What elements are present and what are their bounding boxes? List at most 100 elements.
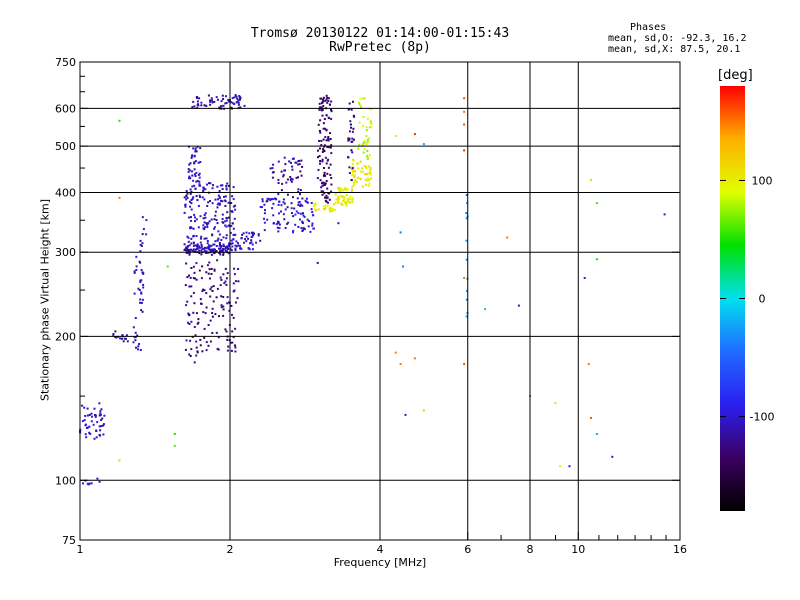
cluster-5-point	[195, 354, 198, 357]
cluster-9-point	[199, 147, 202, 150]
cluster-12-point	[292, 215, 295, 218]
cluster-5-point	[189, 339, 192, 342]
cluster-12-point	[302, 227, 305, 230]
cluster-16-point	[337, 187, 340, 190]
scatter-point	[517, 304, 520, 307]
scatter-point	[463, 363, 466, 366]
cluster-10-point	[220, 100, 223, 103]
cluster-14-point	[319, 119, 322, 122]
cluster-17-point	[361, 185, 364, 188]
cluster-6-point	[216, 287, 219, 290]
cluster-8-point	[211, 234, 214, 237]
cluster-12-point	[306, 218, 309, 221]
cluster-6-point	[211, 332, 214, 334]
cluster-6-point	[203, 289, 206, 292]
cluster-8-point	[195, 235, 198, 237]
cluster-5-point	[191, 335, 194, 338]
cluster-19-point	[348, 102, 351, 105]
cluster-19-point	[352, 100, 354, 103]
cluster-12-point	[263, 221, 266, 224]
scatter-point	[554, 402, 557, 405]
cluster-14-point	[329, 173, 332, 176]
cluster-12-point	[297, 204, 300, 206]
cluster-10-point	[225, 101, 228, 104]
cluster-12-point	[271, 207, 274, 210]
cluster-3-point	[142, 272, 145, 275]
cluster-0-point	[101, 417, 104, 420]
cluster-8-point	[212, 184, 214, 187]
cluster-8-point	[205, 237, 208, 240]
phase-stats-x: mean, sd,X: 87.5, 20.1	[608, 44, 741, 55]
cluster-11-point	[251, 231, 253, 234]
scatter-point	[484, 308, 487, 311]
cluster-1-point	[82, 482, 84, 485]
cluster-9-point	[196, 145, 199, 148]
cluster-6-point	[222, 308, 225, 311]
cluster-18-point	[363, 148, 366, 151]
cluster-17-point	[359, 160, 362, 163]
cluster-8-point	[230, 202, 233, 205]
cluster-8-point	[211, 187, 214, 190]
cluster-14-point	[320, 97, 323, 100]
cluster-12-point	[290, 212, 293, 214]
cluster-12-point	[263, 217, 265, 220]
cluster-14-point	[322, 105, 325, 108]
cluster-11-point	[245, 235, 248, 238]
cluster-16-point	[346, 200, 349, 202]
cluster-8-point	[217, 198, 220, 201]
cluster-12-point	[311, 211, 314, 214]
cluster-7-point	[225, 245, 228, 248]
cluster-14-point	[330, 144, 333, 147]
cluster-1-point	[96, 477, 99, 480]
phases-heading: Phases	[630, 22, 667, 33]
cluster-10-point	[230, 106, 233, 109]
cluster-8-point	[199, 241, 202, 244]
cluster-8-point	[226, 182, 229, 185]
cluster-20-point	[465, 258, 468, 261]
cluster-19-point	[350, 126, 352, 129]
cluster-8-point	[200, 243, 203, 246]
cluster-6-point	[232, 282, 235, 285]
cluster-2-point	[112, 333, 115, 335]
cluster-19-point	[347, 137, 350, 140]
cluster-7-point	[187, 250, 190, 253]
x-tick-label: 8	[527, 543, 534, 556]
cluster-18-point	[362, 115, 365, 118]
cluster-7-point	[193, 250, 196, 253]
cluster-15-point	[324, 207, 327, 210]
cluster-8-point	[196, 243, 199, 246]
cluster-8-point	[192, 196, 195, 199]
cluster-14-point	[325, 139, 328, 142]
cluster-18-point	[358, 103, 361, 106]
cluster-11-point	[249, 242, 252, 245]
cluster-10-point	[207, 94, 210, 97]
cluster-14-point	[327, 136, 330, 138]
cluster-13-point	[283, 156, 286, 159]
cluster-6-point	[209, 319, 212, 322]
cluster-10-point	[230, 101, 233, 104]
cluster-7-point	[200, 249, 203, 252]
cluster-9-point	[190, 156, 193, 159]
cluster-6-point	[228, 309, 231, 312]
cluster-14-point	[325, 200, 328, 203]
cluster-17-point	[365, 179, 368, 182]
cluster-12-point	[263, 229, 266, 232]
cluster-8-point	[192, 227, 195, 230]
cluster-14-point	[325, 114, 328, 117]
cluster-14-point	[321, 158, 324, 161]
cluster-18-point	[368, 137, 371, 140]
cluster-6-point	[209, 295, 212, 298]
cluster-0-point	[100, 408, 103, 411]
cluster-6-point	[203, 327, 206, 330]
cluster-18-point	[366, 156, 369, 159]
cluster-8-point	[216, 203, 219, 206]
cluster-8-point	[190, 199, 193, 201]
cluster-20-point	[465, 212, 468, 215]
cluster-11-point	[247, 247, 250, 250]
cluster-13-point	[297, 176, 299, 179]
cluster-12-point	[299, 218, 301, 221]
cluster-3-point	[142, 271, 145, 274]
cluster-10-point	[193, 105, 196, 108]
cluster-17-point	[359, 170, 362, 173]
cluster-8-point	[189, 188, 192, 191]
